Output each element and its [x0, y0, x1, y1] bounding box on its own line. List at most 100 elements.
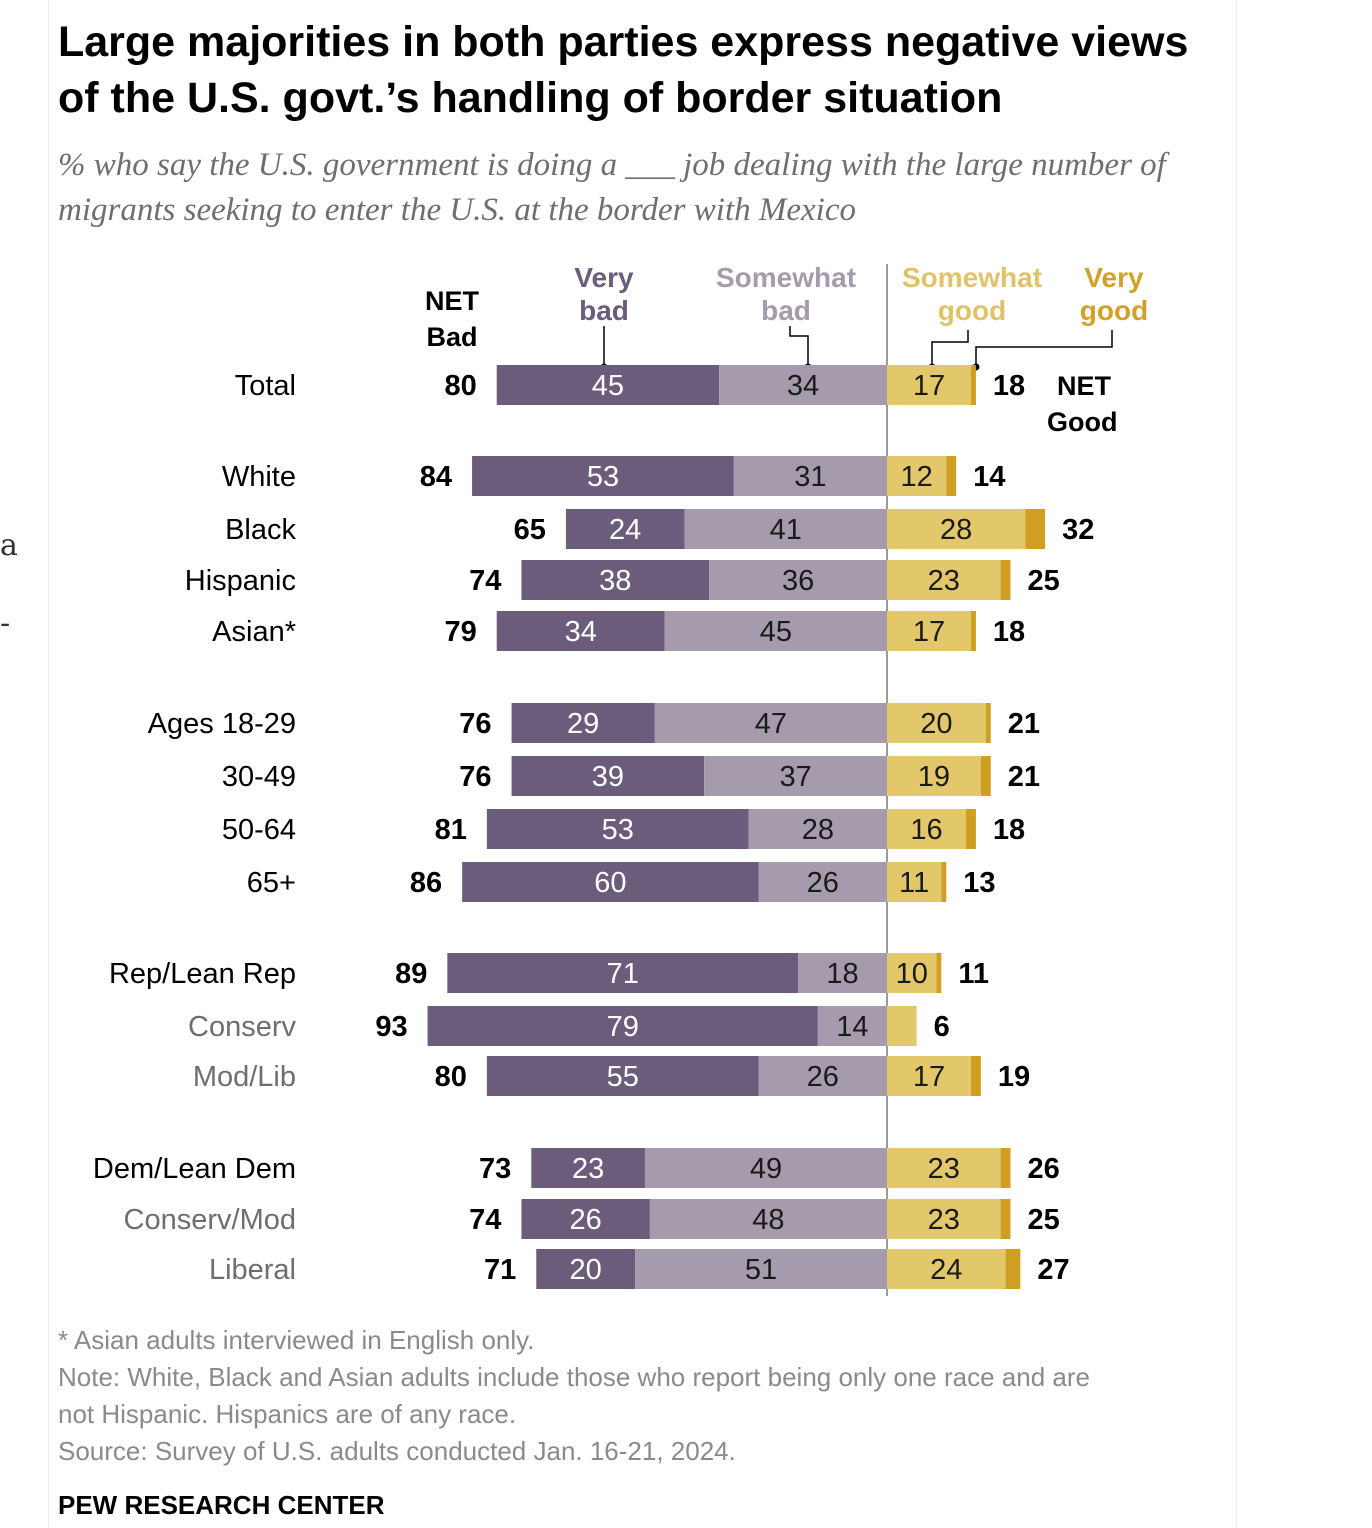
row-label: Liberal — [209, 1254, 296, 1286]
net-good-value: 21 — [1008, 761, 1040, 793]
net-good-value: 6 — [934, 1011, 950, 1043]
bar-very-good — [1025, 509, 1046, 549]
bar-very-good — [1000, 1199, 1011, 1239]
bar-very-good — [970, 611, 976, 651]
bar-very-good — [970, 365, 976, 405]
bar-very-good — [970, 1056, 981, 1096]
net-good-value: 25 — [1028, 1204, 1060, 1236]
bar-somewhat-bad — [719, 365, 887, 405]
bar-very-good — [946, 456, 957, 496]
data-label-somewhat-bad: 48 — [752, 1204, 784, 1236]
row-label: Hispanic — [185, 565, 296, 597]
row-label: Conserv — [188, 1011, 296, 1043]
net-bad-value: 71 — [484, 1254, 516, 1286]
data-label-somewhat-bad: 26 — [807, 867, 839, 899]
legend-leader-somewhat-good — [931, 330, 969, 367]
legend-label-somewhat-good: Somewhat — [902, 262, 1042, 293]
row-label: Rep/Lean Rep — [109, 958, 296, 990]
bar-very-bad — [486, 1056, 759, 1096]
bar-somewhat-bad — [733, 456, 887, 496]
bar-somewhat-good — [887, 611, 971, 651]
net-bad-value: 93 — [375, 1011, 407, 1043]
bar-somewhat-bad — [649, 1199, 887, 1239]
page-border-left — [48, 0, 49, 1528]
net-good-value: 18 — [993, 370, 1025, 402]
bar-somewhat-bad — [684, 509, 887, 549]
bar-very-good — [936, 953, 942, 993]
net-bad-value: 74 — [469, 1204, 501, 1236]
net-good-value: 27 — [1037, 1254, 1069, 1286]
bar-somewhat-bad — [704, 756, 887, 796]
bar-somewhat-bad — [758, 1056, 887, 1096]
data-label-somewhat-good: 20 — [920, 708, 952, 740]
data-label-somewhat-bad: 26 — [807, 1061, 839, 1093]
net-bad-value: 74 — [469, 565, 501, 597]
footnote-source: Source: Survey of U.S. adults conducted … — [58, 1436, 736, 1466]
cropped-text-fragment: - — [0, 606, 11, 641]
net-good-value: 26 — [1028, 1153, 1060, 1185]
data-label-somewhat-bad: 31 — [794, 461, 826, 493]
data-label-somewhat-good: 17 — [913, 1061, 945, 1093]
net-bad-value: 80 — [435, 1061, 467, 1093]
data-label-somewhat-bad: 14 — [836, 1011, 868, 1043]
bar-very-good — [980, 756, 991, 796]
bar-somewhat-bad — [644, 1148, 887, 1188]
bar-somewhat-good — [887, 560, 1001, 600]
bar-very-good — [966, 809, 976, 849]
data-label-very-bad: 26 — [570, 1204, 602, 1236]
net-good-value: 19 — [998, 1061, 1030, 1093]
legend-label-somewhat-bad: Somewhat — [716, 262, 856, 293]
footnote-note-line2: not Hispanic. Hispanics are of any race. — [58, 1399, 517, 1429]
bar-somewhat-bad — [654, 703, 887, 743]
bar-somewhat-good — [887, 1249, 1006, 1289]
row-label: Ages 18-29 — [148, 708, 296, 740]
row-label: Black — [225, 514, 296, 546]
net-good-value: 18 — [993, 814, 1025, 846]
cropped-text-fragment: a — [0, 528, 18, 563]
data-label-somewhat-good: 19 — [918, 761, 950, 793]
net-bad-value: 80 — [444, 370, 476, 402]
data-label-very-bad: 60 — [594, 867, 626, 899]
bar-very-good — [941, 862, 947, 902]
legend-label-somewhat-good: good — [938, 295, 1006, 326]
footnote-asian: * Asian adults interviewed in English on… — [58, 1325, 535, 1355]
legend-label-somewhat-bad: bad — [761, 295, 811, 326]
bar-somewhat-good — [887, 756, 981, 796]
bar-very-good — [985, 703, 991, 743]
data-label-somewhat-good: 23 — [928, 1153, 960, 1185]
bar-very-bad — [447, 953, 799, 993]
bar-somewhat-good — [887, 1056, 971, 1096]
data-label-somewhat-bad: 41 — [770, 514, 802, 546]
data-label-somewhat-bad: 36 — [782, 565, 814, 597]
net-good-value: 25 — [1028, 565, 1060, 597]
chart-title: Large majorities in both parties express… — [58, 18, 1189, 122]
header-net-good: NET — [1057, 371, 1112, 401]
data-label-somewhat-good: 24 — [930, 1254, 962, 1286]
bar-somewhat-good — [887, 365, 971, 405]
bar-somewhat-bad — [664, 611, 887, 651]
net-bad-value: 76 — [459, 708, 491, 740]
bar-very-bad — [531, 1148, 645, 1188]
row-label: 65+ — [247, 867, 296, 899]
data-label-very-bad: 53 — [602, 814, 634, 846]
bar-very-bad — [511, 703, 655, 743]
data-label-very-bad: 23 — [572, 1153, 604, 1185]
data-label-very-bad: 39 — [592, 761, 624, 793]
header-net-good: Good — [1047, 407, 1117, 437]
bar-very-good — [1005, 1249, 1021, 1289]
data-label-somewhat-bad: 51 — [745, 1254, 777, 1286]
data-label-somewhat-good: 23 — [928, 565, 960, 597]
bar-somewhat-bad — [817, 1006, 887, 1046]
net-good-value: 18 — [993, 616, 1025, 648]
net-bad-value: 76 — [459, 761, 491, 793]
data-label-somewhat-good: 16 — [910, 814, 942, 846]
bar-somewhat-bad — [758, 862, 887, 902]
net-bad-value: 84 — [420, 461, 452, 493]
data-label-somewhat-good: 28 — [940, 514, 972, 546]
legend-label-very-good: good — [1080, 295, 1148, 326]
net-good-value: 21 — [1008, 708, 1040, 740]
data-label-somewhat-good: 23 — [928, 1204, 960, 1236]
row-label: 30-49 — [222, 761, 296, 793]
data-label-somewhat-good: 17 — [913, 370, 945, 402]
